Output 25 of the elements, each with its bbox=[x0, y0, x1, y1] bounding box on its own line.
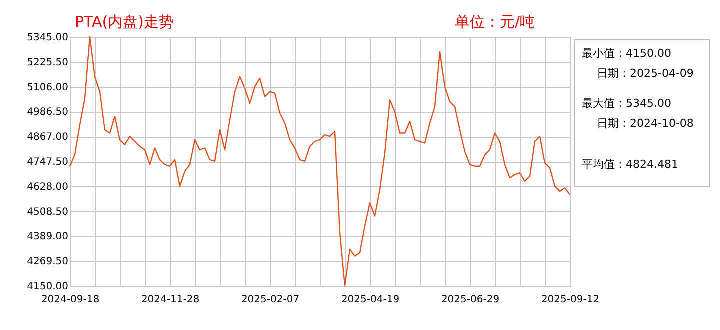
y-tick-label: 5106.00 bbox=[27, 82, 68, 94]
y-tick-label: 5345.00 bbox=[27, 32, 68, 44]
y-tick-label: 4508.50 bbox=[27, 206, 68, 218]
y-tick-label: 4628.00 bbox=[27, 182, 68, 193]
chart-title: PTA(内盘)走势 bbox=[75, 13, 174, 31]
x-tick-label: 2025-04-19 bbox=[341, 294, 400, 306]
text: 单位：元/吨 bbox=[455, 13, 536, 31]
line-series bbox=[69, 36, 571, 287]
x-tick-label: 2025-06-29 bbox=[441, 294, 500, 306]
x-tick-label: 2025-02-07 bbox=[241, 294, 300, 306]
text: 最小值：4150.00 bbox=[582, 47, 672, 60]
x-tick-label: 2024-09-18 bbox=[41, 294, 100, 306]
y-tick-label: 4269.50 bbox=[27, 256, 68, 268]
text: 平均值：4824.481 bbox=[582, 158, 678, 171]
y-tick-label: 5225.50 bbox=[27, 57, 68, 68]
x-tick-label: 2025-09-12 bbox=[541, 294, 600, 306]
x-tick-label: 2024-11-28 bbox=[141, 294, 200, 306]
y-tick-label: 4867.00 bbox=[27, 132, 68, 144]
text: 日期：2024-10-08 bbox=[597, 117, 694, 130]
y-tick-label: 4150.00 bbox=[27, 282, 68, 292]
text: 日期：2025-04-09 bbox=[597, 67, 694, 80]
y-tick-label: 4986.50 bbox=[27, 107, 68, 118]
y-tick-label: 4389.00 bbox=[27, 232, 68, 243]
text: 最大值：5345.00 bbox=[582, 97, 672, 110]
y-tick-label: 4747.50 bbox=[27, 157, 68, 168]
